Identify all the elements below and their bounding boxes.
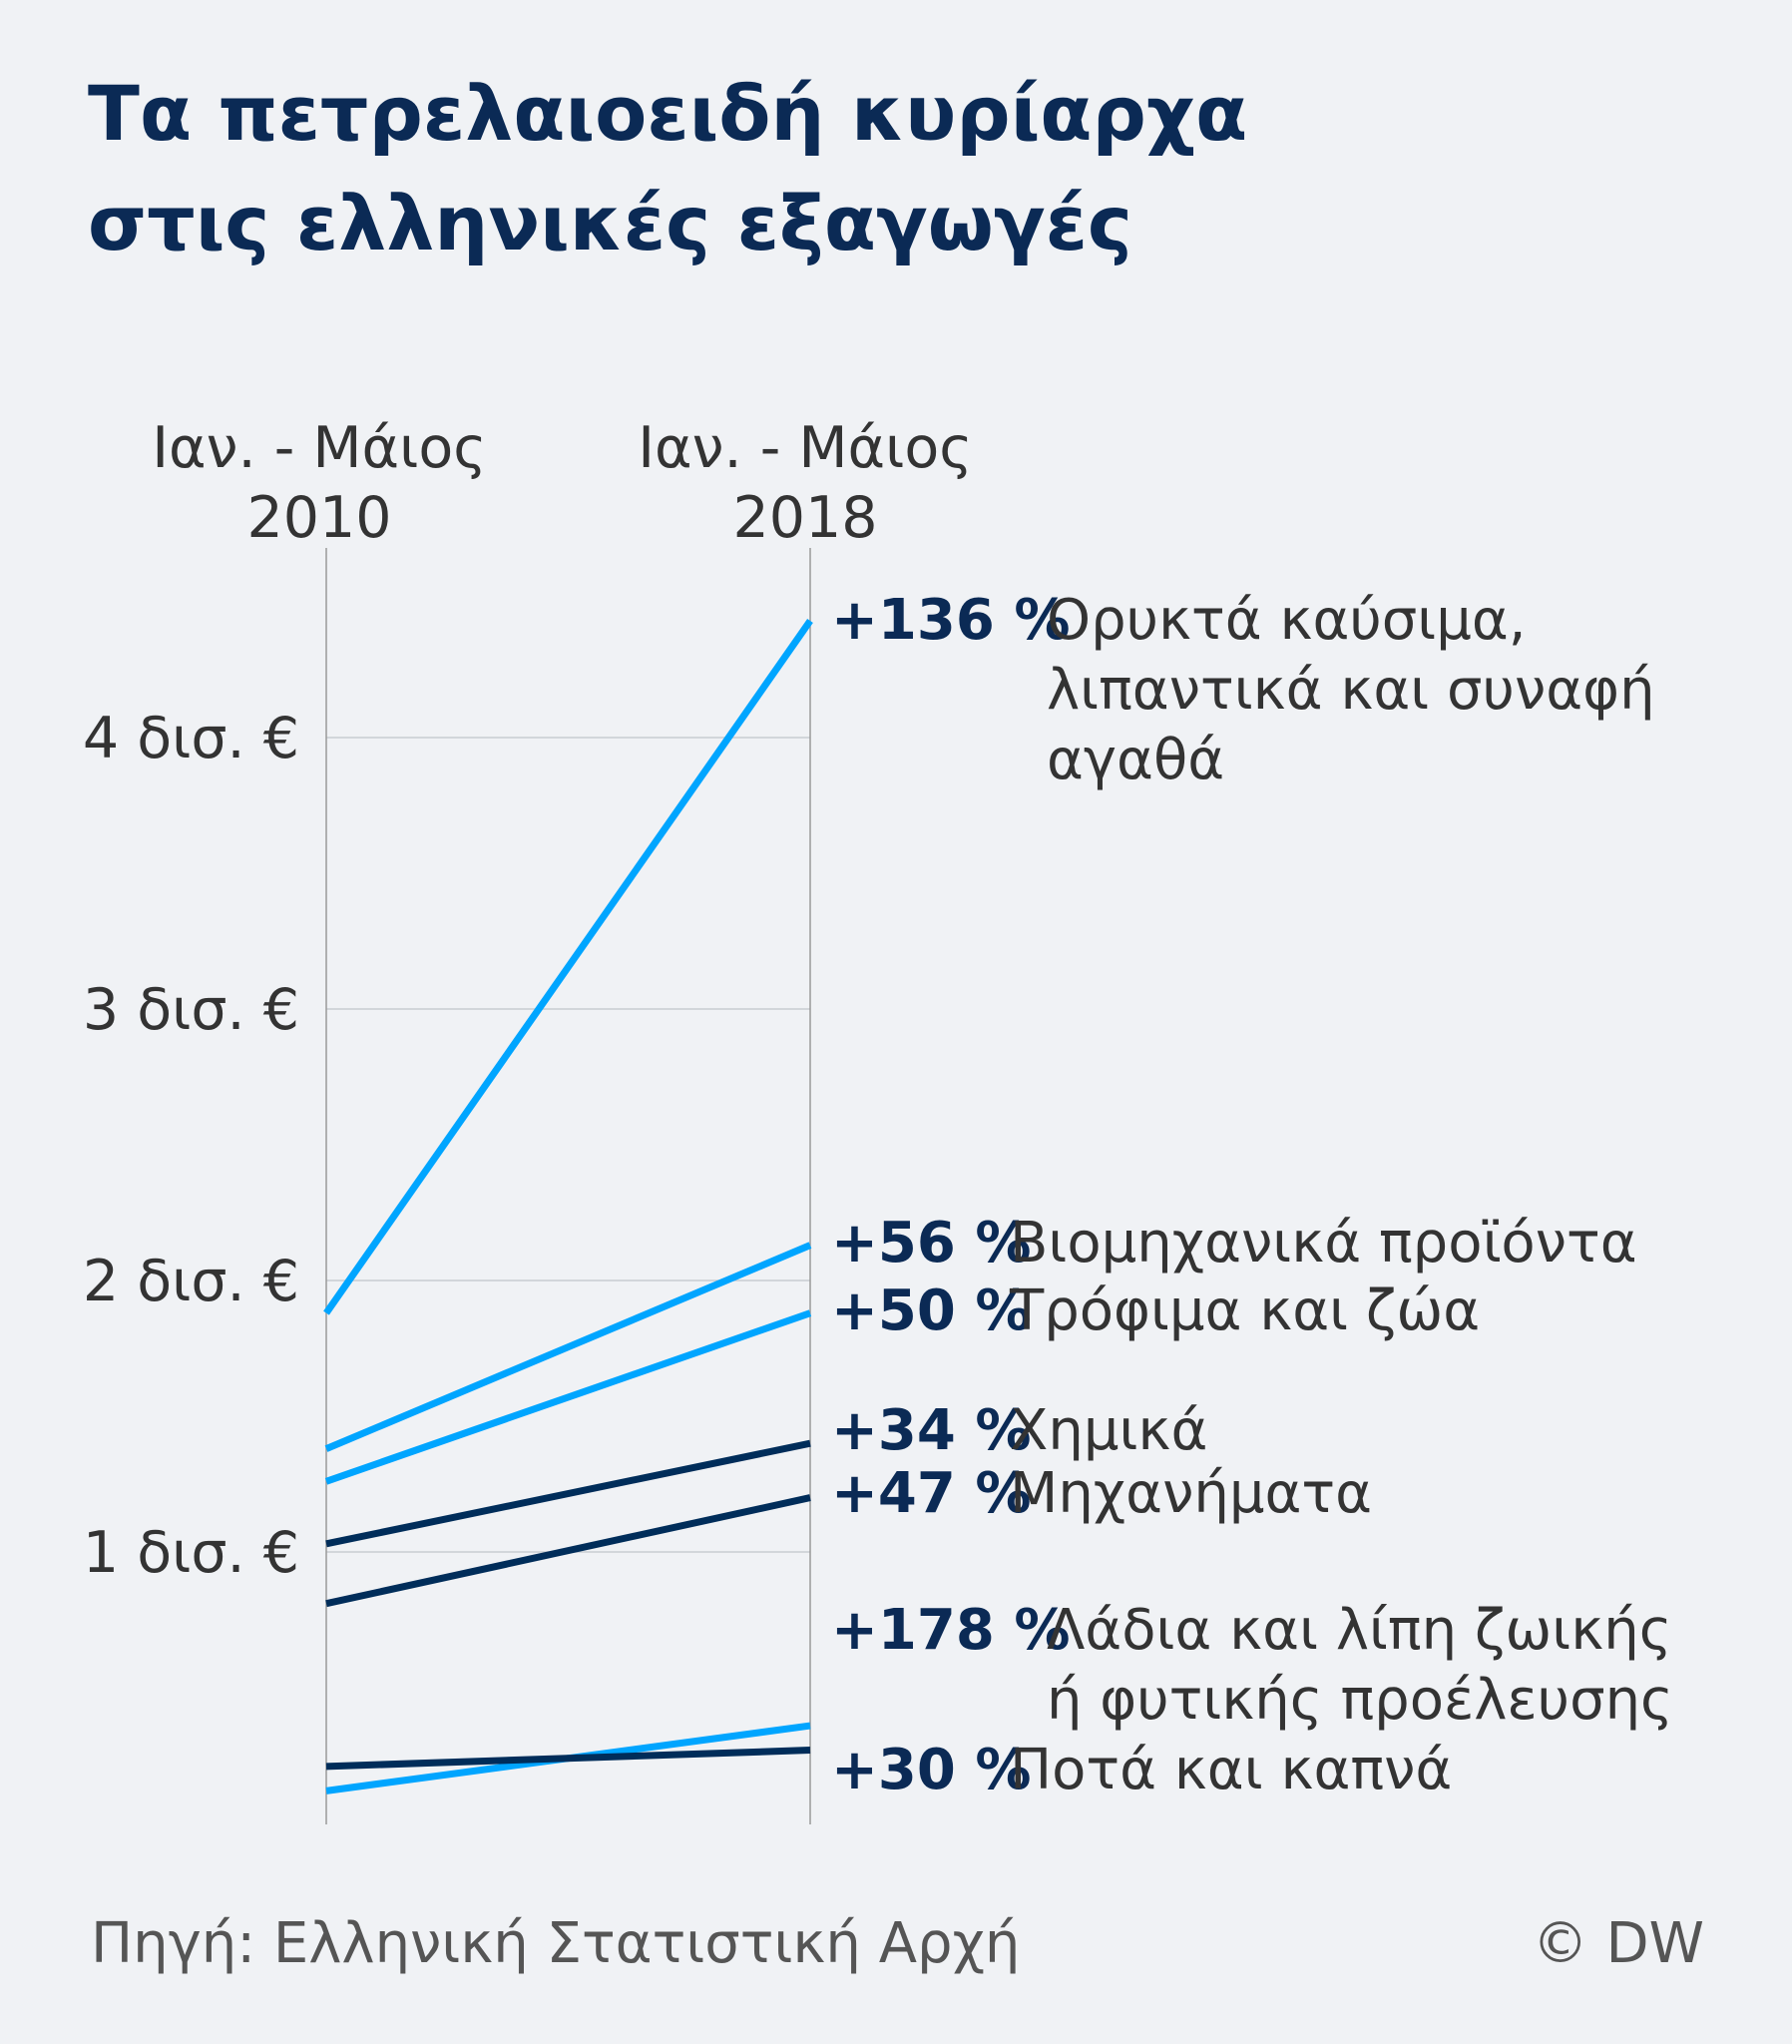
series-change-label: +30 % <box>831 1738 1031 1802</box>
series-line <box>325 1439 811 1548</box>
series-change-label: +56 % <box>831 1211 1031 1276</box>
credit: © DW <box>1533 1911 1704 1976</box>
series-name-label: Βιομηχανικά προϊόντα <box>1010 1211 1637 1276</box>
series-line <box>324 1242 812 1452</box>
x-header-2018-line-2: 2018 <box>732 485 877 551</box>
series-name-label: Χημικά <box>1010 1398 1207 1463</box>
source-note: Πηγή: Ελληνική Στατιστική Αρχή <box>91 1911 1020 1976</box>
y-tick-label: 4 δισ. € <box>83 706 299 771</box>
series-line <box>325 1747 811 1771</box>
series-line <box>323 619 813 1315</box>
x-header-2018-line-1: Ιαν. - Μάιος <box>638 415 973 481</box>
y-tick-label: 1 δισ. € <box>83 1520 299 1586</box>
series-change-label: +178 % <box>831 1598 1070 1663</box>
series-change-label: +136 % <box>831 588 1070 653</box>
chart-title-line-2: στις ελληνικές εξαγωγές <box>88 179 1132 267</box>
y-tick-label: 3 δισ. € <box>83 977 299 1043</box>
x-header-2010-line-1: Ιαν. - Μάιος <box>152 415 487 481</box>
series-name-label: Μηχανήματα <box>1010 1461 1372 1526</box>
y-tick-label: 2 δισ. € <box>83 1249 299 1314</box>
series-name-label: Τρόφιμα και ζώα <box>1009 1278 1480 1343</box>
series-name-label: Λάδια και λίπη ζωικής <box>1047 1598 1672 1663</box>
series-line <box>324 1309 812 1485</box>
series-change-label: +50 % <box>831 1278 1031 1343</box>
series-name-label: λιπαντικά και συναφή <box>1047 658 1655 723</box>
series-change-label: +34 % <box>831 1398 1031 1463</box>
series-name-label: αγαθά <box>1047 728 1224 792</box>
series-line <box>325 1494 811 1608</box>
x-header-2010-line-2: 2010 <box>246 485 391 551</box>
series-change-label: +47 % <box>831 1461 1031 1526</box>
chart-title-line-1: Τα πετρελαιοειδή κυρίαρχα <box>88 69 1247 158</box>
series-name-label: Ορυκτά καύσιμα, <box>1047 588 1527 653</box>
series-name-label: ή φυτικής προέλευσης <box>1047 1668 1673 1733</box>
series-name-label: Ποτά και καπνά <box>1010 1738 1452 1802</box>
